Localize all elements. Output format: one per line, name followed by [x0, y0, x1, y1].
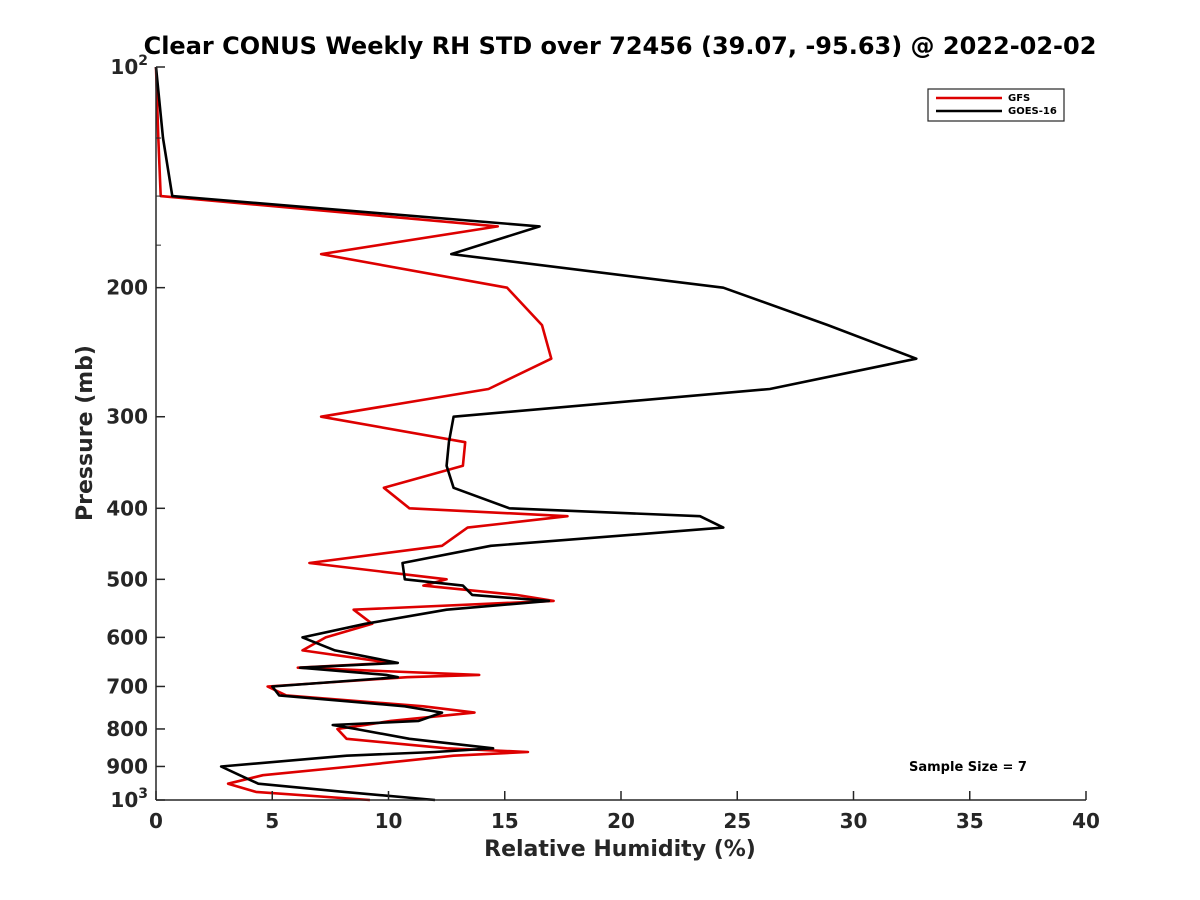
x-tick-label: 5	[265, 809, 279, 833]
legend: GFS GOES-16	[927, 88, 1065, 122]
y-tick-label: 102	[110, 53, 148, 79]
legend-label-goes16: GOES-16	[1008, 106, 1057, 117]
y-tick-label: 500	[106, 567, 148, 591]
series-line-gfs	[154, 66, 569, 802]
x-tick-label: 10	[375, 809, 403, 833]
y-ticks: 102 200 300 400 500 600 700 800 900 103	[106, 53, 165, 812]
y-tick-label: 400	[106, 496, 148, 520]
y-tick-label: 700	[106, 674, 148, 698]
x-tick-label: 20	[607, 809, 635, 833]
x-tick-label: 0	[149, 809, 163, 833]
legend-box	[927, 88, 1065, 122]
chart-title: Clear CONUS Weekly RH STD over 72456 (39…	[144, 32, 1097, 60]
legend-label-gfs: GFS	[1008, 93, 1030, 104]
sample-size-annotation: Sample Size = 7	[909, 760, 1027, 775]
y-axis-label: Pressure (mb)	[73, 345, 98, 521]
x-axis-label: Relative Humidity (%)	[484, 837, 756, 862]
series-layer	[154, 66, 918, 802]
series-line-goes16	[154, 66, 918, 802]
y-tick-label: 600	[106, 625, 148, 649]
x-tick-label: 35	[956, 809, 984, 833]
x-tick-label: 40	[1072, 809, 1100, 833]
x-ticks: 0 5 10 15 20 25 30 35 40	[149, 791, 1100, 833]
y-tick-label: 900	[106, 754, 148, 778]
y-tick-label: 200	[106, 276, 148, 300]
y-tick-label: 800	[106, 717, 148, 741]
x-tick-label: 25	[723, 809, 751, 833]
x-tick-label: 15	[491, 809, 519, 833]
y-tick-label: 103	[110, 786, 148, 812]
x-tick-label: 30	[840, 809, 868, 833]
y-tick-label: 300	[106, 405, 148, 429]
